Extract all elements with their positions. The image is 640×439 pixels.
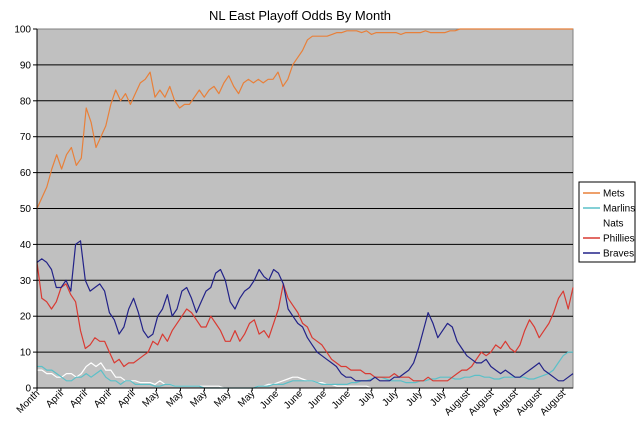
x-tick-label: August bbox=[491, 388, 521, 418]
legend-label: Nats bbox=[603, 219, 624, 230]
x-tick-label: July bbox=[428, 388, 448, 408]
x-tick-label: May bbox=[188, 388, 209, 409]
series-line-marlins bbox=[37, 351, 573, 389]
y-tick-label: 10 bbox=[20, 348, 32, 359]
series-line-phillies bbox=[36, 262, 574, 382]
x-axis: Month April April April April May May May May May… bbox=[15, 387, 573, 418]
x-tick-label: June bbox=[282, 388, 305, 411]
legend-label: Marlins bbox=[603, 204, 635, 215]
x-tick-label: April bbox=[68, 388, 90, 410]
x-tick-label: May bbox=[212, 388, 233, 409]
series-line-mets bbox=[36, 28, 573, 209]
x-tick-label: June bbox=[258, 388, 281, 411]
y-tick-label: 70 bbox=[20, 132, 32, 143]
y-tick-label: 50 bbox=[20, 204, 32, 215]
y-tick-label: 90 bbox=[20, 60, 32, 71]
x-tick-label: June bbox=[306, 388, 329, 411]
x-tick-label: July bbox=[404, 388, 424, 408]
x-tick-label: August bbox=[514, 388, 544, 418]
x-tick-label: August bbox=[467, 388, 497, 418]
y-tick-label: 0 bbox=[25, 384, 31, 395]
y-tick-label: 100 bbox=[14, 25, 31, 36]
y-tick-label: 80 bbox=[20, 96, 32, 107]
x-tick-label: August bbox=[538, 388, 568, 418]
series-lines bbox=[36, 28, 574, 389]
chart-title: NL East Playoff Odds By Month bbox=[209, 8, 391, 23]
legend-label: Phillies bbox=[603, 234, 635, 245]
legend: Mets Marlins Nats Phillies Braves bbox=[578, 181, 636, 263]
legend-box bbox=[578, 181, 636, 263]
legend-label: Mets bbox=[603, 189, 625, 200]
x-tick-label: June bbox=[330, 388, 353, 411]
x-tick-label: July bbox=[356, 388, 376, 408]
y-tick-label: 60 bbox=[20, 168, 32, 179]
series-line-braves bbox=[36, 240, 574, 382]
x-tick-label: August bbox=[443, 388, 473, 418]
y-tick-label: 40 bbox=[20, 240, 32, 251]
x-tick-label: April bbox=[116, 388, 138, 410]
y-tick-label: 20 bbox=[20, 312, 32, 323]
x-tick-label: May bbox=[236, 388, 257, 409]
y-tick-label: 30 bbox=[20, 276, 32, 287]
x-tick-label: May bbox=[141, 388, 162, 409]
legend-label: Braves bbox=[603, 249, 634, 260]
x-tick-label: April bbox=[92, 388, 114, 410]
x-tick-label: May bbox=[164, 388, 185, 409]
x-tick-label: July bbox=[380, 388, 400, 408]
y-axis: 0 10 20 30 40 50 60 70 80 90 100 bbox=[14, 25, 38, 395]
x-tick-label: April bbox=[44, 388, 66, 410]
